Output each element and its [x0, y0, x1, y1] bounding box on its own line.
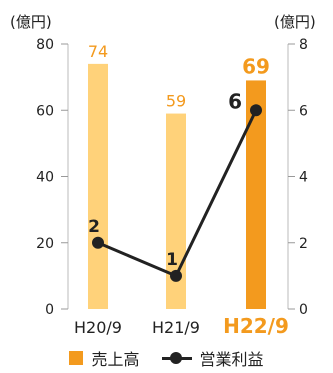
legend-line-key — [161, 351, 192, 365]
legend: 売上高 営業利益 — [0, 346, 333, 370]
left-tick-label: 80 — [36, 37, 54, 53]
left-tick-label: 20 — [36, 236, 54, 252]
chart: (億円) (億円) 0 20 40 60 80 0 2 4 6 8 74 H20/9 59 H21/9 6… — [10, 13, 316, 338]
bar-sales — [166, 113, 186, 309]
legend-item-operating-profit: 営業利益 — [161, 346, 264, 370]
category-label: H22/9 — [223, 314, 289, 338]
line-value-label: 2 — [88, 217, 100, 237]
right-tick-label: 4 — [299, 170, 308, 186]
left-tick-label: 0 — [45, 302, 54, 318]
line-point — [92, 236, 104, 249]
bar-sales — [246, 80, 266, 309]
category-label: H20/9 — [74, 318, 122, 337]
legend-label-sales: 売上高 — [91, 350, 140, 369]
left-tick-label: 60 — [36, 103, 54, 119]
left-axis-unit: (億円) — [10, 13, 52, 31]
right-tick-label: 6 — [299, 103, 308, 119]
right-tick-label: 2 — [299, 236, 308, 252]
legend-label-operating-profit: 営業利益 — [199, 350, 264, 369]
line-point — [170, 269, 182, 282]
bar-sales — [88, 63, 108, 309]
line-value-label: 6 — [228, 89, 242, 113]
legend-swatch-sales — [69, 351, 84, 365]
line-point — [250, 104, 262, 117]
right-tick-label: 8 — [299, 37, 308, 53]
right-axis-unit: (億円) — [274, 13, 316, 31]
bar-value-label: 69 — [242, 54, 270, 78]
bar-value-label: 74 — [88, 42, 108, 61]
category-label: H21/9 — [152, 318, 200, 337]
bar-value-label: 59 — [166, 92, 186, 111]
legend-item-sales: 売上高 — [69, 346, 140, 370]
right-tick-label: 0 — [299, 302, 308, 318]
line-value-label: 1 — [166, 250, 178, 270]
left-tick-label: 40 — [36, 170, 54, 186]
